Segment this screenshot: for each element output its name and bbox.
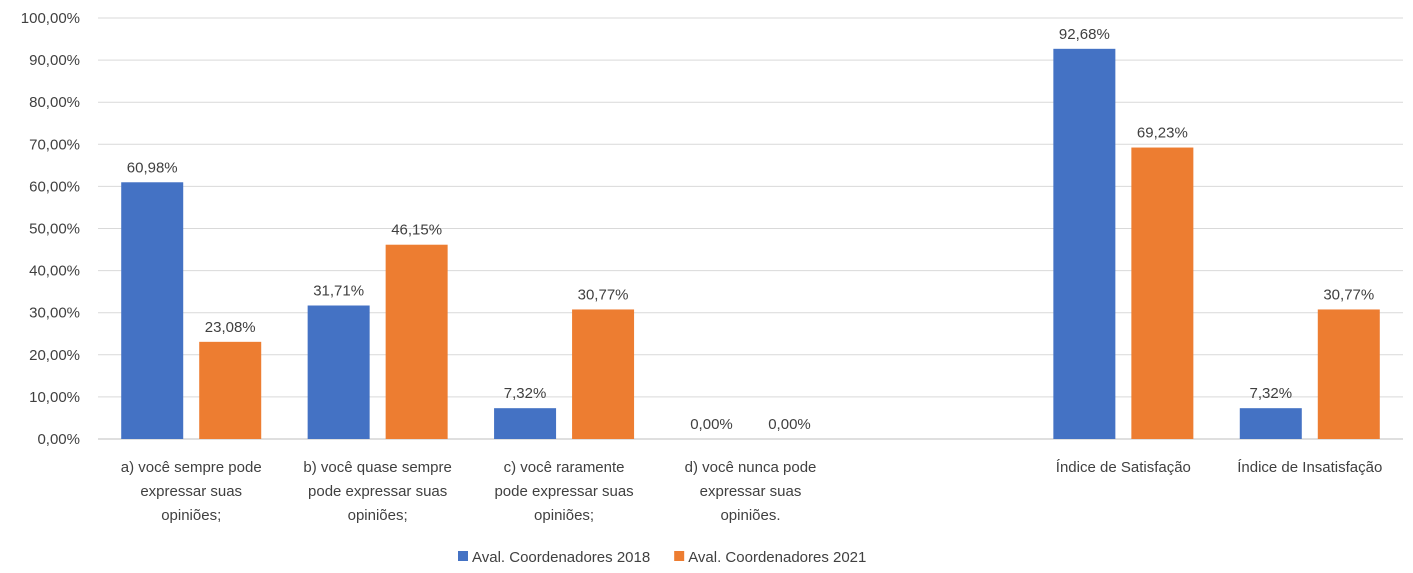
y-tick-label: 60,00% bbox=[29, 178, 80, 195]
data-labels: 60,98% 23,08% 31,71% 46,15% 7,32% 30,77% 0,00%… bbox=[127, 26, 1374, 433]
data-label: 7,32% bbox=[504, 385, 547, 402]
legend: Aval. Coordenadores 2018 Aval. Coordenado… bbox=[458, 549, 866, 566]
y-tick-label: 30,00% bbox=[29, 305, 80, 322]
bars bbox=[121, 48, 1380, 440]
bar bbox=[307, 305, 370, 439]
y-tick-label: 10,00% bbox=[29, 389, 80, 406]
bar bbox=[1239, 408, 1302, 439]
data-label: 46,15% bbox=[391, 222, 442, 239]
legend-label: Aval. Coordenadores 2021 bbox=[688, 549, 866, 566]
y-tick-label: 50,00% bbox=[29, 221, 80, 238]
bar bbox=[199, 341, 262, 439]
y-tick-label: 70,00% bbox=[29, 136, 80, 153]
gridlines bbox=[98, 17, 1403, 440]
data-label: 69,23% bbox=[1137, 125, 1188, 142]
x-category-label: a) você sempre pode expressar suas opiniõe… bbox=[121, 459, 262, 524]
y-tick-label: 80,00% bbox=[29, 94, 80, 111]
bar bbox=[385, 244, 448, 439]
data-label: 30,77% bbox=[1323, 286, 1374, 303]
bar bbox=[121, 182, 184, 439]
y-tick-label: 90,00% bbox=[29, 52, 80, 69]
bar bbox=[572, 309, 635, 439]
legend-label: Aval. Coordenadores 2018 bbox=[472, 549, 650, 566]
data-label: 0,00% bbox=[768, 416, 811, 433]
x-category-label: Índice de Satisfação bbox=[1056, 459, 1191, 476]
data-label: 30,77% bbox=[578, 286, 629, 303]
data-label: 0,00% bbox=[690, 416, 733, 433]
x-category-label: d) você nunca pode expressar suas opiniões… bbox=[685, 459, 817, 524]
bar bbox=[1053, 48, 1116, 439]
x-category-label: Índice de Insatisfação bbox=[1237, 459, 1382, 476]
legend-swatch bbox=[674, 551, 685, 561]
bar bbox=[494, 408, 557, 439]
bar bbox=[1317, 309, 1380, 439]
y-axis-ticks: 0,00% 10,00% 20,00% 30,00% 40,00% 50,00% 60,00… bbox=[21, 10, 80, 448]
data-label: 92,68% bbox=[1059, 26, 1110, 43]
x-category-label: c) você raramente pode expressar suas opin… bbox=[494, 459, 633, 524]
data-label: 60,98% bbox=[127, 159, 178, 176]
data-label: 31,71% bbox=[313, 283, 364, 300]
bar bbox=[1131, 147, 1194, 440]
data-label: 7,32% bbox=[1250, 385, 1293, 402]
data-label: 23,08% bbox=[205, 319, 256, 336]
legend-swatch bbox=[458, 551, 468, 561]
y-tick-label: 0,00% bbox=[37, 431, 80, 448]
y-tick-label: 40,00% bbox=[29, 263, 80, 280]
x-category-label: b) você quase sempre pode expressar suas o… bbox=[303, 459, 451, 524]
y-tick-label: 100,00% bbox=[21, 10, 80, 27]
y-tick-label: 20,00% bbox=[29, 347, 80, 364]
x-axis-categories: a) você sempre pode expressar suas opiniõe… bbox=[121, 459, 1383, 524]
